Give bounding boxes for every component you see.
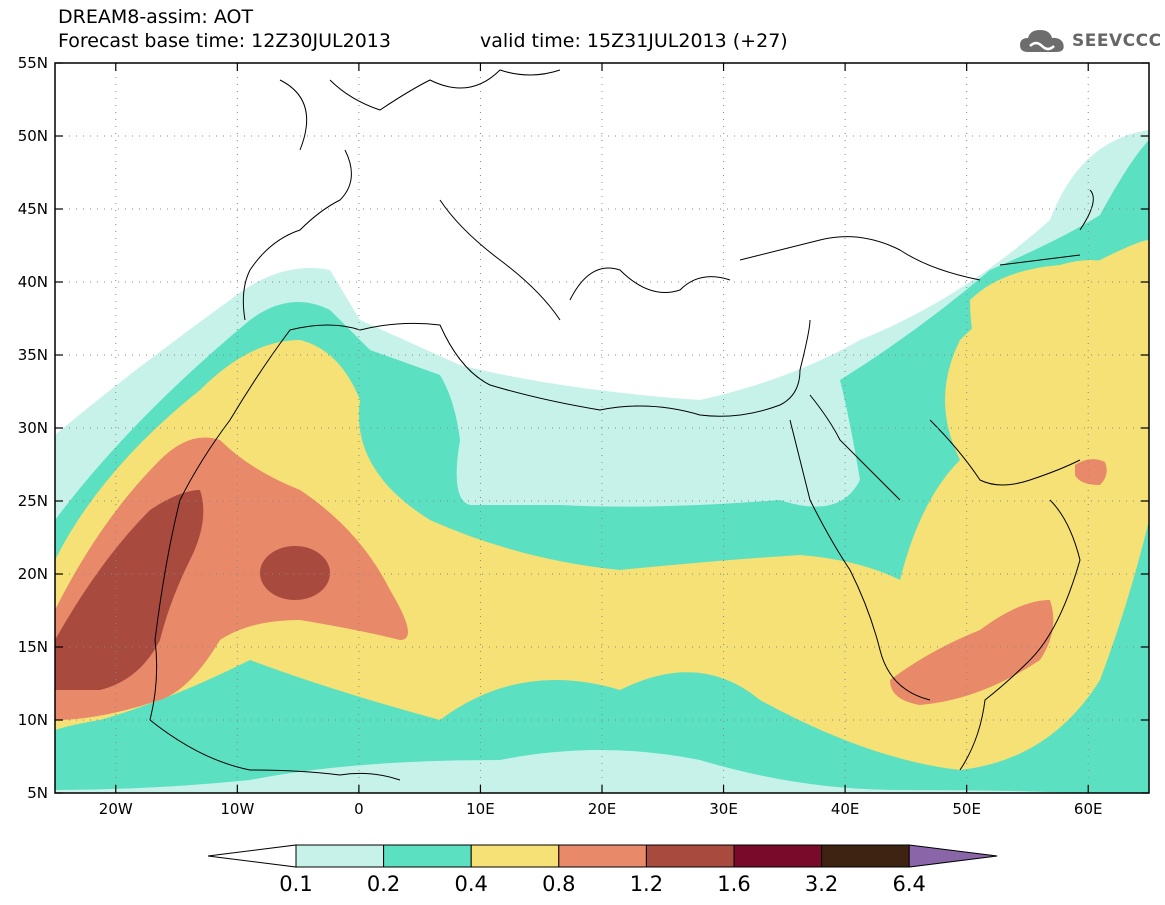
gridlines xyxy=(55,63,1149,793)
colorbar-label: 0.8 xyxy=(542,872,576,896)
lon-label: 0 xyxy=(354,800,364,818)
lat-label: 5N xyxy=(27,784,48,802)
coastlines xyxy=(149,69,1094,781)
lat-label: 35N xyxy=(17,346,48,364)
lat-label: 25N xyxy=(17,492,48,510)
colorbar-label: 1.2 xyxy=(629,872,664,896)
colorbar-over-arrow xyxy=(908,844,998,868)
lon-label: 60E xyxy=(1073,800,1103,818)
valid-time: valid time: 15Z31JUL2013 (+27) xyxy=(480,30,788,52)
colorbar-label: 0.2 xyxy=(366,872,401,896)
lat-label: 20N xyxy=(17,565,48,583)
colorbar-label: 6.4 xyxy=(892,872,926,896)
lon-label: 50E xyxy=(952,800,981,818)
aot-band-1.2-west xyxy=(55,490,204,690)
lat-label: 10N xyxy=(17,711,48,729)
aot-band-1.2-center xyxy=(260,546,330,600)
colorbar-swatch xyxy=(645,844,735,868)
colorbar-label: 1.6 xyxy=(717,872,751,896)
colorbar-swatch xyxy=(295,844,385,868)
colorbar-swatch xyxy=(470,844,560,868)
aot-band-0.4 xyxy=(55,240,1149,770)
aot-band-0.8-east xyxy=(890,600,1054,705)
lat-label: 30N xyxy=(17,419,48,437)
lat-label: 15N xyxy=(17,638,48,656)
map-title: DREAM8-assim: AOT xyxy=(58,6,254,28)
lat-label: 45N xyxy=(17,200,48,218)
logo-text: SEEVCCC xyxy=(1072,31,1162,51)
lat-label: 55N xyxy=(17,54,48,72)
lon-label: 10W xyxy=(220,800,255,818)
colorbar-label: 0.1 xyxy=(279,872,313,896)
colorbar-under-arrow xyxy=(207,844,297,868)
lat-label: 40N xyxy=(17,273,48,291)
colorbar-swatch xyxy=(383,844,472,868)
forecast-base-time: Forecast base time: 12Z30JUL2013 xyxy=(58,30,391,52)
colorbar-label: 3.2 xyxy=(804,872,839,896)
logo: SEEVCCC xyxy=(1018,26,1162,56)
cloud-icon xyxy=(1020,30,1064,52)
lon-label: 20E xyxy=(587,800,617,818)
axis-ticks xyxy=(55,62,1149,794)
lon-label: 20W xyxy=(98,800,133,818)
lon-label: 30E xyxy=(709,800,738,818)
colorbar-label: 0.4 xyxy=(454,872,488,896)
aot-band-0.8-gulf xyxy=(1075,459,1107,485)
aot-band-0.4-east xyxy=(970,260,1149,470)
lat-label: 50N xyxy=(17,127,48,145)
colorbar-swatch xyxy=(558,844,647,868)
colorbar-swatch xyxy=(733,844,823,868)
lon-label: 40E xyxy=(830,800,860,818)
lon-label: 10E xyxy=(466,800,495,818)
colorbar-swatch xyxy=(821,844,910,868)
